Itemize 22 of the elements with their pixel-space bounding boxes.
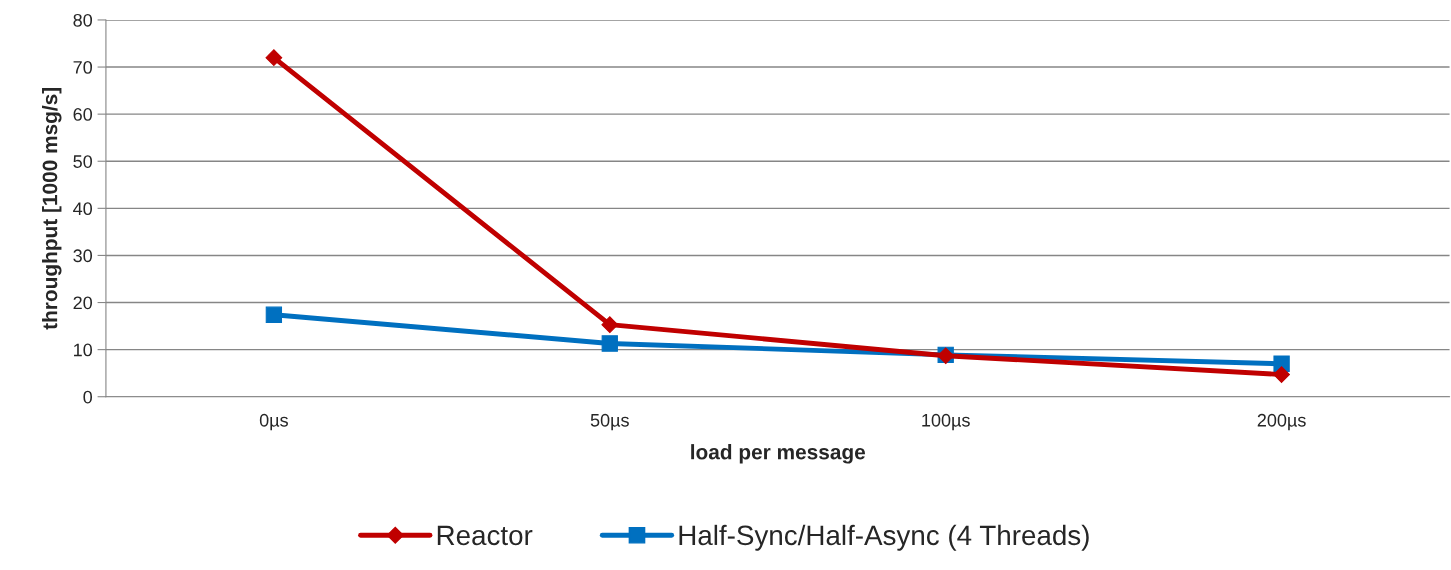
point — [265, 49, 283, 66]
y-tick-label: 0 — [83, 390, 93, 404]
y-tick-label: 60 — [73, 108, 93, 121]
x-tick-label: 50µs — [590, 413, 629, 431]
x-tick-label: 0µs — [259, 413, 288, 431]
y-tick-label: 40 — [73, 202, 93, 216]
y-tick-label: 10 — [74, 343, 93, 357]
y-tick-label: 50 — [73, 155, 93, 168]
legend-label: Half-Sync/Half-Async (4 Threads) — [679, 524, 1089, 551]
point — [601, 335, 618, 352]
point — [265, 306, 283, 323]
y-tick-label: 80 — [73, 13, 93, 27]
x-tick-label: 100µs — [922, 413, 970, 431]
point — [1273, 366, 1290, 383]
y-tick-label: 20 — [73, 296, 93, 310]
legend-label: Reactor — [437, 525, 533, 546]
x-axis-title: load per message — [691, 444, 866, 464]
y-tick-label: 30 — [73, 249, 93, 263]
point — [601, 316, 619, 334]
x-tick-label: 200µs — [1257, 413, 1306, 431]
y-axis-title: throughput [1000 msg/s] — [42, 87, 62, 330]
y-tick-label: 70 — [73, 60, 93, 74]
